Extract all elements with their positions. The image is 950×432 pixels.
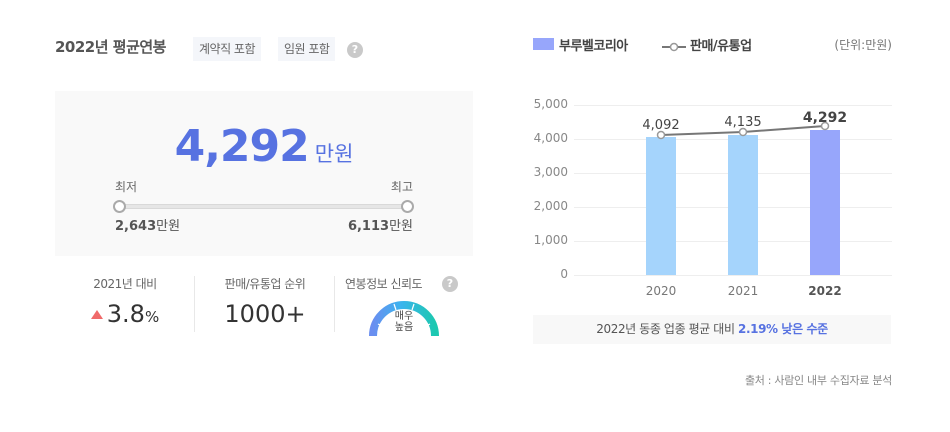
legend-line-icon (662, 38, 686, 52)
gauge-text-line1: 매우 (394, 311, 414, 322)
gauge-text-line2: 높음 (394, 322, 414, 333)
bar-2021 (728, 135, 758, 275)
point-label-2021: 4,135 (724, 115, 762, 130)
yoy-value: 3.8 (106, 300, 145, 328)
y-tick: 0 (560, 267, 568, 281)
comparison-note-text: 2022년 동종 업종 평균 대비 (596, 322, 739, 336)
help-icon[interactable]: ? (347, 42, 363, 58)
x-tick-2021: 2021 (727, 284, 759, 298)
tag-contract-included: 계약직 포함 (193, 37, 262, 61)
rank-label: 판매/유통업 순위 (224, 277, 306, 291)
gauge-arc-icon (369, 301, 439, 337)
max-salary-value: 6,113 (347, 219, 390, 234)
reliability-gauge: 매우 높음 (368, 298, 440, 337)
salary-range-track (119, 204, 411, 209)
y-tick: 3,000 (533, 165, 568, 179)
gauge-text: 매우 높음 (368, 311, 440, 333)
max-salary-unit: 만원 (389, 219, 413, 234)
min-salary-value: 2,643 (115, 219, 157, 234)
legend-company: 부루벨코리아 (559, 39, 628, 54)
x-tick-2020: 2020 (645, 284, 677, 298)
y-tick: 4,000 (533, 131, 568, 145)
max-knob (401, 200, 414, 213)
y-tick: 2,000 (533, 199, 568, 213)
min-label: 최저 (115, 180, 138, 194)
unit-note: (단위:만원) (834, 38, 892, 52)
legend-industry: 판매/유통업 (690, 39, 752, 54)
rank-value: 1000+ (224, 300, 306, 328)
min-knob (113, 200, 126, 213)
max-label: 최고 (390, 180, 413, 194)
salary-summary-card: 4,292 만원 최저 최고 2,643만원 6,113만원 (55, 91, 473, 256)
y-tick: 1,000 (533, 233, 568, 247)
comparison-note-highlight: 2.19% 낮은 수준 (738, 322, 828, 336)
point-label-2022: 4,292 (802, 110, 848, 126)
reliability-help-icon[interactable]: ? (442, 276, 458, 292)
reliability-label: 연봉정보 신뢰도 (345, 277, 423, 291)
legend-bar-swatch (533, 38, 554, 50)
comparison-note: 2022년 동종 업종 평균 대비 2.19% 낮은 수준 (533, 315, 891, 344)
x-tick-2022: 2022 (808, 284, 842, 298)
yoy-change: 3.8% (70, 300, 180, 328)
min-salary-unit: 만원 (156, 219, 181, 234)
divider (194, 276, 195, 332)
bar-2020 (646, 137, 676, 275)
yoy-suffix: % (144, 308, 160, 326)
page-title: 2022년 평균연봉 (55, 38, 166, 56)
average-salary: 4,292 만원 (55, 121, 473, 172)
divider (334, 276, 335, 332)
tag-executive-included: 임원 포함 (278, 37, 336, 61)
y-tick: 5,000 (533, 97, 568, 111)
industry-line (656, 121, 830, 140)
up-arrow-icon (90, 310, 103, 319)
bar-2022 (810, 130, 840, 275)
yoy-label: 2021년 대비 (93, 277, 157, 291)
gridline (574, 105, 892, 106)
max-salary: 6,113만원 (348, 215, 413, 234)
min-salary: 2,643만원 (115, 215, 180, 234)
average-salary-value: 4,292 (174, 121, 310, 172)
average-salary-unit: 만원 (314, 142, 354, 166)
source-note: 출처 : 사람인 내부 수집자료 분석 (744, 374, 892, 387)
point-label-2020: 4,092 (642, 118, 680, 133)
gridline (574, 275, 892, 276)
